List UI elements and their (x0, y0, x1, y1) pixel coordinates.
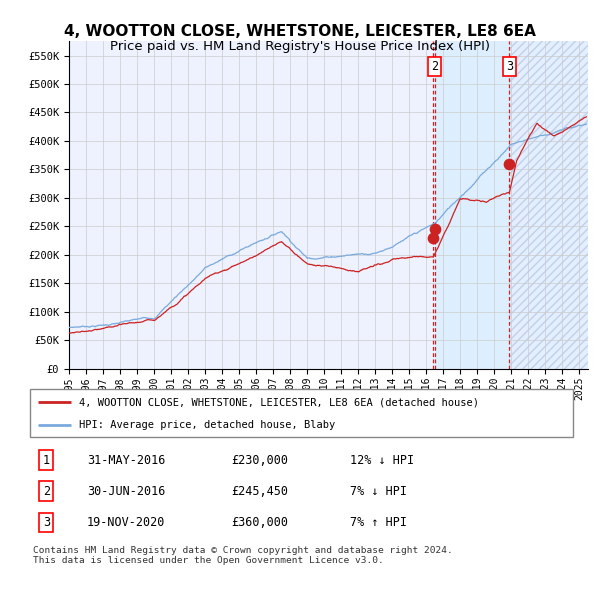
Text: 7% ↑ HPI: 7% ↑ HPI (350, 516, 407, 529)
Point (505, 159, 514, 169)
Text: 4, WOOTTON CLOSE, WHETSTONE, LEICESTER, LE8 6EA (detached house): 4, WOOTTON CLOSE, WHETSTONE, LEICESTER, … (79, 397, 479, 407)
Text: 3: 3 (506, 60, 513, 73)
Text: 31-MAY-2016: 31-MAY-2016 (87, 454, 166, 467)
Text: 2: 2 (431, 60, 439, 73)
Point (430, 224, 440, 234)
Text: 12% ↓ HPI: 12% ↓ HPI (350, 454, 415, 467)
Text: £360,000: £360,000 (231, 516, 288, 529)
Text: 4, WOOTTON CLOSE, WHETSTONE, LEICESTER, LE8 6EA: 4, WOOTTON CLOSE, WHETSTONE, LEICESTER, … (64, 24, 536, 38)
FancyBboxPatch shape (30, 389, 573, 437)
Text: 19-NOV-2020: 19-NOV-2020 (87, 516, 166, 529)
Text: 3: 3 (43, 516, 50, 529)
Text: £245,450: £245,450 (231, 484, 288, 498)
Point (428, 233, 438, 242)
Bar (435, 41, 509, 369)
Text: 7% ↓ HPI: 7% ↓ HPI (350, 484, 407, 498)
Text: Contains HM Land Registry data © Crown copyright and database right 2024.
This d: Contains HM Land Registry data © Crown c… (33, 546, 453, 565)
Text: 2: 2 (43, 484, 50, 498)
Bar (509, 41, 588, 369)
Text: 1: 1 (43, 454, 50, 467)
Text: £230,000: £230,000 (231, 454, 288, 467)
Text: 30-JUN-2016: 30-JUN-2016 (87, 484, 166, 498)
Text: Price paid vs. HM Land Registry's House Price Index (HPI): Price paid vs. HM Land Registry's House … (110, 40, 490, 53)
Text: HPI: Average price, detached house, Blaby: HPI: Average price, detached house, Blab… (79, 420, 335, 430)
